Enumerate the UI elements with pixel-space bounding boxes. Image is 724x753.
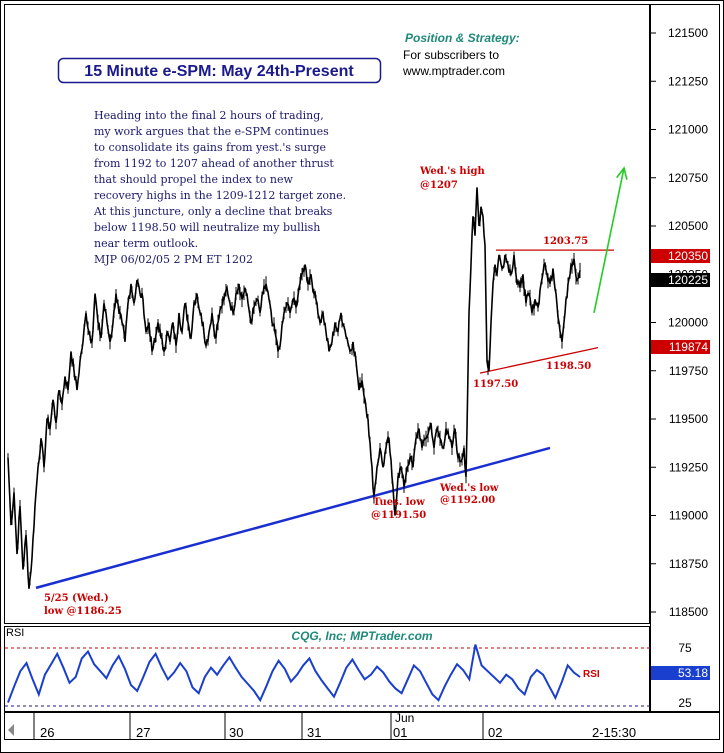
title-box	[57, 57, 382, 84]
price-marker-red-bottom-label: 119874	[669, 340, 708, 354]
bullish-arrow-head-icon	[616, 166, 628, 180]
price-tick-label: 119000	[669, 509, 708, 523]
rsi-tick-75: 75	[678, 641, 692, 655]
price-tick-label: 121250	[668, 74, 708, 88]
time-label: 30	[229, 725, 243, 740]
price-tick-label: 120000	[668, 316, 708, 330]
price-tick-label: 118750	[669, 557, 708, 571]
price-marker-red-top	[651, 249, 710, 263]
month-label: Jun	[395, 711, 414, 725]
commentary-line: from 1192 to 1207 ahead of another thrus…	[94, 157, 334, 170]
price-tick-label: 118500	[669, 605, 708, 619]
rsi-line	[7, 644, 581, 703]
annotation-wed-low: Wed.'s low	[439, 483, 499, 494]
time-label: 26	[40, 725, 54, 740]
price-tick-label: 119250	[669, 460, 708, 474]
strategy-line-2: www.mptrader.com	[402, 64, 505, 78]
annotation-may25: 5/25 (Wed.)	[44, 593, 109, 604]
price-tick-label: 120500	[668, 219, 708, 233]
trendlines	[35, 166, 628, 590]
rsi-value-label: 53.18	[678, 666, 708, 680]
rsi-value-marker	[651, 666, 710, 680]
annotation-wed-low-value: @1192.00	[440, 495, 495, 506]
time-label: 02	[488, 725, 502, 740]
strategy-line-1: For subscribers to	[403, 48, 499, 62]
commentary-line: Heading into the final 2 hours of tradin…	[94, 109, 324, 122]
bullish-arrow-shaft	[593, 167, 625, 314]
annotation-tues-low-value: @1191.50	[371, 510, 426, 521]
annotation-may25-value: low @1186.25	[44, 606, 122, 617]
annotations: Wed.'s high @1207 1203.75 1197.50 1198.5…	[44, 166, 591, 617]
commentary-line: recovery highs in the 1209-1212 target z…	[94, 189, 346, 202]
annotation-1198: 1198.50	[546, 361, 591, 372]
annotation-wed-high: Wed.'s high	[419, 166, 485, 177]
annotation-1197: 1197.50	[473, 379, 518, 390]
price-marker-black	[651, 273, 710, 287]
time-axis-ticks	[33, 712, 484, 740]
price-marker-red-top-label: 120350	[668, 249, 708, 263]
support-trendline	[35, 446, 551, 590]
rising-support-line	[479, 346, 599, 374]
commentary-line: below 1198.50 will neutralize my bullish	[94, 221, 320, 234]
price-series	[7, 187, 581, 589]
price-tick-label: 121500	[668, 26, 708, 40]
time-label: 27	[136, 725, 150, 740]
strategy-heading: Position & Strategy:	[405, 31, 520, 45]
scroll-left-icon[interactable]	[8, 724, 14, 736]
annotation-wed-high-value: @1207	[420, 180, 458, 191]
commentary-line: my work argues that the e-SPM continues	[94, 125, 329, 138]
price-tick-label: 120750	[668, 171, 708, 185]
price-marker-black-label: 120225	[668, 273, 708, 287]
commentary-line: to consolidate its gains from yest.'s su…	[94, 141, 326, 154]
price-axis-ticks: 1215001212501210001207501205001202501200…	[650, 26, 708, 619]
time-label: 31	[307, 725, 321, 740]
commentary: Heading into the final 2 hours of tradin…	[93, 109, 346, 266]
price-tick-label: 119750	[669, 364, 708, 378]
rsi-panel-label: RSI	[6, 627, 24, 639]
price-marker-red-bottom	[651, 340, 710, 354]
annotation-1203: 1203.75	[543, 236, 588, 247]
price-tick-label: 121000	[668, 123, 708, 137]
price-tick-label: 119500	[669, 412, 708, 426]
time-label: 01	[393, 725, 407, 740]
commentary-line: that should propel the index to new	[94, 173, 293, 186]
rsi-tick-25: 25	[678, 696, 692, 710]
chart-title: 15 Minute e-SPM: May 24th-Present	[84, 63, 354, 80]
commentary-line: At this juncture, only a decline that br…	[93, 205, 333, 218]
price-axis-panel	[650, 4, 720, 712]
rsi-panel	[4, 626, 650, 712]
rsi-series-label: RSI	[583, 669, 600, 680]
price-panel	[4, 4, 650, 624]
rsi-source: CQG, Inc; MPTrader.com	[291, 629, 432, 643]
time-axis-panel	[4, 712, 720, 740]
annotation-tues-low: Tues. low	[373, 497, 425, 508]
timestamp-label: 2-15:30	[592, 725, 636, 740]
commentary-line: MJP 06/02/05 2 PM ET 1202	[94, 253, 253, 266]
commentary-line: near term outlook.	[94, 237, 198, 250]
rsi-series	[7, 644, 581, 703]
